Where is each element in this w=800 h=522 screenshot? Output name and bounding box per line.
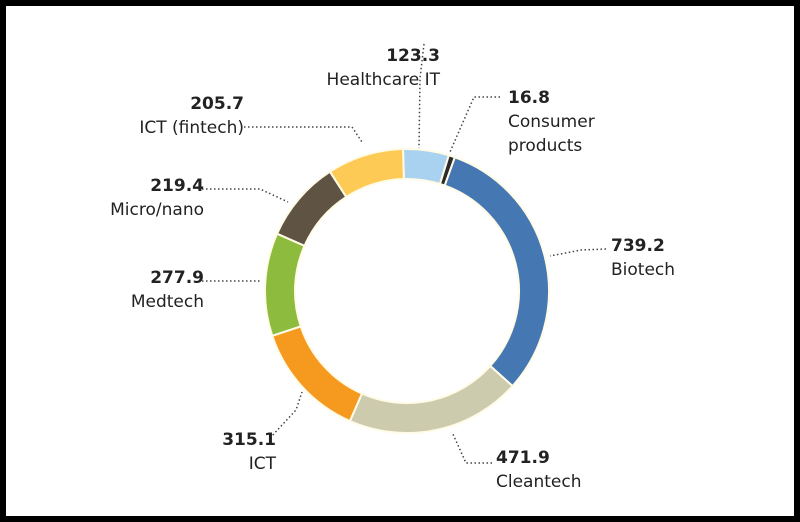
name-ict: ICT	[248, 454, 276, 474]
value-micro-nano: 219.4	[150, 176, 204, 196]
value-ict-fintech: 205.7	[190, 94, 244, 114]
leader-ict-fintech	[244, 126, 363, 143]
chart-frame: 123.3 Healthcare IT 16.8 Consumer produc…	[6, 6, 794, 516]
name-consumer-products: Consumer products	[508, 112, 595, 156]
name-healthcare-it: Healthcare IT	[326, 70, 440, 90]
leader-ict	[269, 391, 303, 439]
slice-cleantech	[348, 364, 514, 434]
slice-micro-nano	[275, 170, 348, 248]
value-biotech: 739.2	[611, 236, 665, 256]
label-biotech: 739.2 Biotech	[611, 234, 675, 282]
slice-medtech	[264, 232, 306, 338]
name-medtech: Medtech	[130, 292, 204, 312]
leader-consumer-products	[449, 96, 500, 153]
value-ict: 315.1	[222, 430, 276, 450]
slice-biotech	[443, 156, 550, 388]
donut-chart	[202, 43, 607, 464]
label-consumer-products: 16.8 Consumer products	[508, 86, 618, 158]
leader-cleantech	[451, 431, 492, 464]
name-cleantech: Cleantech	[496, 472, 582, 492]
value-consumer-products: 16.8	[508, 88, 550, 108]
label-ict-fintech: 205.7 ICT (fintech)	[139, 92, 244, 140]
value-cleantech: 471.9	[496, 448, 550, 468]
leader-healthcare-it	[418, 43, 425, 149]
label-medtech: 277.9 Medtech	[131, 266, 204, 314]
slice-ict	[271, 325, 364, 423]
leader-micro-nano	[202, 188, 289, 203]
leader-biotech	[549, 248, 607, 257]
label-cleantech: 471.9 Cleantech	[496, 446, 582, 494]
value-healthcare-it: 123.3	[386, 46, 440, 66]
value-medtech: 277.9	[150, 268, 204, 288]
name-micro-nano: Micro/nano	[110, 200, 204, 220]
label-ict: 315.1 ICT	[222, 428, 276, 476]
name-ict-fintech: ICT (fintech)	[139, 118, 244, 138]
label-micro-nano: 219.4 Micro/nano	[110, 174, 204, 222]
name-biotech: Biotech	[611, 260, 676, 280]
label-healthcare-it: 123.3 Healthcare IT	[327, 44, 440, 92]
slice-ict-fintech	[328, 148, 405, 199]
